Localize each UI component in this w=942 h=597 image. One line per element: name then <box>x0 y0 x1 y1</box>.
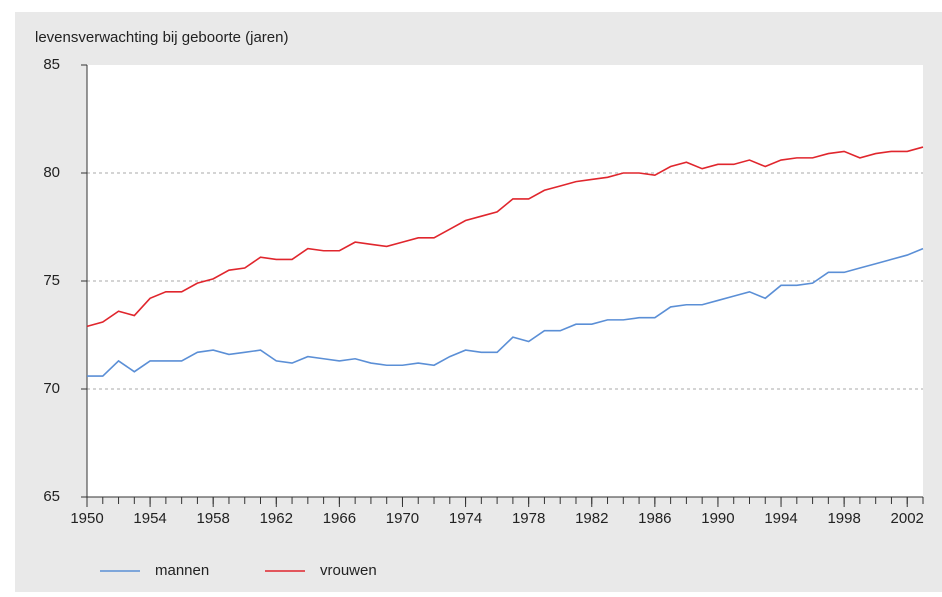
x-tick-label: 1962 <box>260 510 293 527</box>
x-tick-label: 1950 <box>70 510 103 527</box>
x-tick-label: 1986 <box>638 510 671 527</box>
x-tick-label: 2002 <box>891 510 924 527</box>
x-tick-label: 1982 <box>575 510 608 527</box>
series-line <box>87 247 924 377</box>
x-tick-label: 1966 <box>323 510 356 527</box>
x-tick-label: 1958 <box>197 510 230 527</box>
x-tick-label: 1974 <box>449 510 482 527</box>
y-tick-label: 85 <box>43 56 60 73</box>
series-line <box>86 146 924 328</box>
legend-label: mannen <box>155 562 209 579</box>
x-tick-label: 1954 <box>133 510 166 527</box>
y-tick-label: 80 <box>43 164 60 181</box>
x-tick-label: 1998 <box>827 510 860 527</box>
x-tick-label: 1990 <box>701 510 734 527</box>
y-axis-label: levensverwachting bij geboorte (jaren) <box>35 29 288 46</box>
y-tick-label: 65 <box>43 488 60 505</box>
x-tick-label: 1970 <box>386 510 419 527</box>
x-tick-label: 1978 <box>512 510 545 527</box>
x-tick-label: 1994 <box>764 510 797 527</box>
y-tick-label: 70 <box>43 380 60 397</box>
y-tick-label: 75 <box>43 272 60 289</box>
legend-label: vrouwen <box>320 562 377 579</box>
